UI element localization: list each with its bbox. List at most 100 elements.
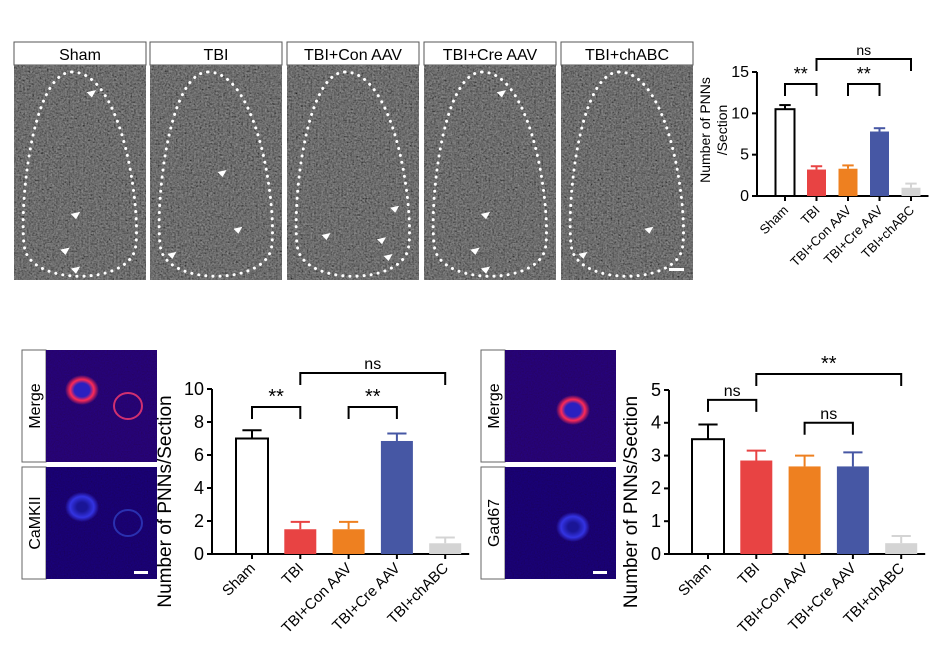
y-tick-label: 5: [740, 147, 749, 164]
cell-soma: [556, 512, 590, 542]
significance-label: **: [268, 386, 284, 408]
arrowhead-icon: [383, 254, 393, 261]
bar-tbi-con-aav: [838, 168, 858, 196]
y-axis-label: Number of PNNs/Section: [155, 395, 176, 607]
x-tick-label: TBI: [279, 560, 308, 589]
arrowhead-icon: [71, 212, 80, 219]
bar-tbi-chabc: [429, 543, 462, 554]
significance-label: **: [857, 64, 871, 84]
y-tick-label: 0: [651, 544, 661, 564]
bar-sham: [691, 438, 725, 556]
x-tick-label: TBI: [735, 560, 764, 589]
micrograph-panel: TBI+chABC: [560, 41, 694, 280]
bar-tbi-chabc: [885, 543, 918, 554]
y-tick-label: 15: [731, 64, 749, 81]
arrowhead-icon: [60, 247, 70, 255]
significance-label: **: [821, 353, 837, 375]
y-tick-label: 4: [194, 478, 204, 498]
fluorescence-label-box: [21, 349, 47, 463]
y-tick-label: 10: [731, 105, 749, 122]
y-tick-label: 0: [740, 188, 749, 205]
panel-label: Sham: [59, 47, 101, 64]
x-tick-label: Sham: [675, 560, 715, 600]
arrowhead-icon: [496, 90, 506, 98]
panel-label: TBI+chABC: [585, 47, 669, 64]
micrograph-image: [14, 65, 146, 280]
significance-bracket: [815, 58, 912, 71]
y-axis-label: Number of PNNs: [697, 77, 713, 183]
y-tick-label: 10: [184, 379, 204, 399]
cell-outline: [113, 392, 143, 420]
micrograph-image: [150, 65, 282, 280]
micrograph-image: [287, 65, 419, 280]
micrograph-image: [561, 65, 693, 280]
panel-label: TBI+Cre AAV: [443, 47, 538, 64]
significance-label: **: [794, 64, 808, 84]
bar-tbi: [740, 460, 773, 554]
arrowhead-icon: [578, 251, 588, 259]
bar-sham: [774, 108, 796, 197]
fluorescence-panel: CaMKII: [21, 466, 157, 580]
fluorescence-label: CaMKII: [27, 496, 44, 549]
fluorescence-panels: Merge CaMKII Merge Gad67: [21, 349, 616, 580]
y-tick-label: 0: [194, 544, 204, 564]
significance-bracket: [251, 406, 302, 419]
scale-bar: [669, 268, 684, 271]
fluorescence-label-box: [480, 466, 506, 580]
fluorescence-panel: Gad67: [480, 466, 616, 580]
x-tick-label: TBI: [798, 203, 823, 228]
significance-label: ns: [364, 356, 381, 373]
arrowhead-icon: [321, 233, 331, 240]
scale-bar: [134, 571, 148, 574]
y-tick-label: 8: [194, 412, 204, 432]
arrowhead-icon: [644, 226, 654, 234]
fluorescence-noise: [46, 350, 157, 462]
arrowhead-icon: [86, 90, 96, 98]
scale-bar: [593, 571, 607, 574]
micrograph-panel: TBI+Cre AAV: [423, 41, 557, 280]
y-axis-label: Number of PNNs/Section: [621, 396, 642, 608]
y-tick-label: 1: [651, 511, 661, 531]
micrograph-panel: Sham: [13, 41, 147, 280]
y-tick-label: 6: [194, 445, 204, 465]
significance-bracket: [784, 83, 818, 96]
y-axis-label: /Section: [714, 105, 730, 156]
bar-tbi: [284, 529, 317, 554]
arrowhead-icon: [233, 226, 243, 234]
significance-bracket: [755, 373, 903, 386]
arrowhead-icon: [470, 247, 480, 255]
significance-label: ns: [856, 42, 871, 58]
cell-soma: [556, 395, 590, 425]
fluorescence-label: Gad67: [486, 499, 503, 547]
significance-label: **: [365, 386, 381, 408]
bar-tbi-cre-aav: [836, 466, 869, 554]
significance-bracket: [847, 83, 881, 96]
bar-sham: [235, 437, 269, 555]
y-tick-label: 2: [651, 478, 661, 498]
arrowhead-icon: [217, 170, 227, 177]
micrograph-panel: TBI+Con AAV: [286, 41, 420, 280]
fluorescence-panel: Merge: [21, 349, 157, 463]
cell-soma: [65, 492, 99, 522]
y-tick-label: 4: [651, 413, 661, 433]
significance-bracket: [707, 398, 758, 412]
significance-label: ns: [724, 383, 741, 400]
significance-bracket: [299, 372, 447, 385]
significance-bracket: [803, 421, 854, 435]
fluorescence-noise: [46, 467, 157, 579]
x-tick-label: Sham: [756, 203, 791, 238]
arrowhead-icon: [481, 266, 490, 274]
y-tick-label: 3: [651, 445, 661, 465]
arrowhead-icon: [377, 237, 386, 245]
significance-label: ns: [820, 406, 837, 423]
bar-tbi: [807, 169, 826, 196]
bar-tbi-con-aav: [788, 466, 821, 554]
fluorescence-label-box: [21, 466, 47, 580]
fluorescence-label-box: [480, 349, 506, 463]
y-tick-label: 2: [194, 511, 204, 531]
arrowhead-icon: [71, 266, 80, 274]
bar-tbi-cre-aav: [870, 131, 889, 196]
